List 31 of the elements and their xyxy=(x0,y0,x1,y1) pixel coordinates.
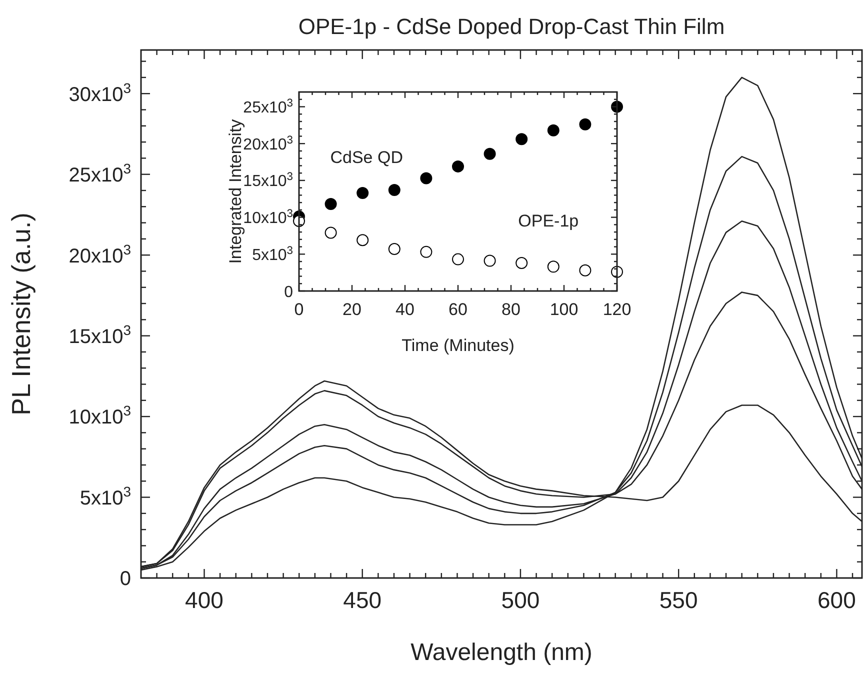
y-tick-label: 0 xyxy=(120,568,131,590)
x-tick-label: 400 xyxy=(185,587,224,613)
y-axis-title: Integrated Intensity xyxy=(226,118,245,264)
y-tick-label: 30x10$^{3}$ xyxy=(68,80,132,106)
y-tick-label: 25x10$^{3}$ xyxy=(243,98,293,116)
y-tick-label: 10x10$^{3}$ xyxy=(243,208,293,228)
x-tick-label: 500 xyxy=(501,587,540,613)
x-tick-label: 450 xyxy=(343,587,382,613)
y-tick-label: 20x10$^{3}$ xyxy=(243,134,293,154)
x-tick-label: 120 xyxy=(602,300,632,319)
x-axis-title: Wavelength (nm) xyxy=(410,639,592,666)
y-tick-label: 0 xyxy=(284,284,294,301)
y-tick-label: 15x10$^{3}$ xyxy=(243,171,293,190)
x-tick-label: 100 xyxy=(550,300,578,319)
x-tick-label: 60 xyxy=(448,300,468,319)
series-label: CdSe QD xyxy=(330,148,403,167)
y-axis-title: PL Intensity (a.u.) xyxy=(6,212,36,416)
y-tick-label: 15x10$^{3}$ xyxy=(68,322,132,348)
y-tick-label: 25x10$^{3}$ xyxy=(68,160,132,187)
y-tick-label: 5x10$^{3}$ xyxy=(80,483,132,510)
x-tick-label: 40 xyxy=(396,300,414,319)
x-tick-label: 80 xyxy=(502,300,520,319)
chart-title: OPE-1p - CdSe Doped Drop-Cast Thin Film xyxy=(298,14,725,39)
y-tick-label: 10x10$^{3}$ xyxy=(68,402,132,429)
x-tick-label: 600 xyxy=(818,587,856,613)
x-tick-label: 550 xyxy=(659,587,698,613)
y-tick-label: 5x10$^{3}$ xyxy=(252,244,293,264)
x-axis-title: Time (Minutes) xyxy=(402,336,514,355)
y-tick-label: 20x10$^{3}$ xyxy=(68,241,132,268)
x-tick-label: 20 xyxy=(342,300,362,319)
series-label: OPE-1p xyxy=(518,212,579,231)
